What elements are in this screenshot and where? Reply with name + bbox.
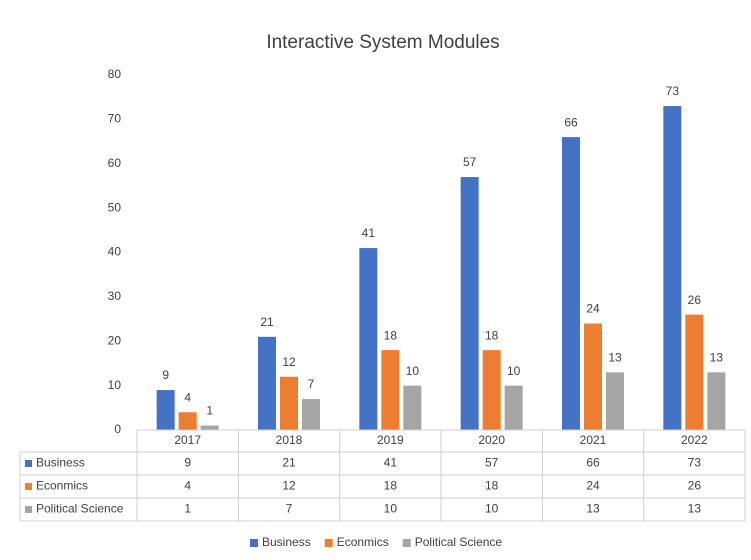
legend-key bbox=[402, 539, 411, 547]
legend-label: Business bbox=[262, 535, 311, 549]
data-label: 10 bbox=[406, 364, 420, 378]
data-label: 21 bbox=[260, 315, 274, 329]
y-tick-label: 10 bbox=[108, 378, 122, 392]
table-cell: 66 bbox=[586, 456, 600, 470]
table-cell: 10 bbox=[384, 502, 398, 516]
data-label: 1 bbox=[206, 404, 213, 418]
bar bbox=[482, 350, 501, 430]
table-row-label: Political Science bbox=[36, 502, 124, 516]
table-cell: 21 bbox=[282, 456, 296, 470]
data-label: 73 bbox=[666, 84, 680, 98]
bar bbox=[200, 425, 219, 430]
bar bbox=[663, 106, 682, 430]
data-label: 18 bbox=[384, 328, 398, 342]
x-tick-label: 2017 bbox=[174, 433, 201, 447]
data-label: 12 bbox=[282, 355, 296, 369]
table-legend-key bbox=[25, 506, 32, 513]
data-label: 41 bbox=[362, 226, 376, 240]
bar bbox=[280, 376, 298, 430]
table-cell: 10 bbox=[485, 502, 499, 516]
data-label: 7 bbox=[308, 377, 315, 391]
legend-key bbox=[250, 539, 258, 547]
table-row-label: Business bbox=[36, 456, 85, 470]
x-tick-label: 2019 bbox=[377, 433, 404, 447]
bar bbox=[606, 372, 624, 430]
table-cell: 41 bbox=[384, 456, 398, 470]
table-cell: 57 bbox=[485, 456, 499, 470]
table-cell: 9 bbox=[184, 456, 191, 470]
legend-key bbox=[324, 539, 333, 547]
bar bbox=[685, 314, 704, 430]
y-tick-label: 50 bbox=[108, 200, 122, 214]
y-tick-label: 70 bbox=[108, 112, 122, 126]
table-legend-key bbox=[25, 483, 32, 490]
table-row-label: Econmics bbox=[36, 479, 88, 493]
table-cell: 7 bbox=[286, 502, 293, 516]
bar bbox=[178, 412, 197, 430]
data-label: 13 bbox=[710, 350, 724, 364]
data-label: 57 bbox=[463, 155, 477, 169]
data-label: 66 bbox=[564, 115, 578, 129]
bar bbox=[707, 372, 726, 430]
bar bbox=[302, 398, 320, 430]
bar bbox=[504, 385, 523, 430]
data-label: 26 bbox=[688, 293, 702, 307]
data-label: 18 bbox=[485, 328, 499, 342]
y-tick-label: 80 bbox=[108, 67, 122, 81]
x-tick-label: 2018 bbox=[276, 433, 303, 447]
data-label: 10 bbox=[507, 364, 521, 378]
data-label: 13 bbox=[608, 350, 622, 364]
table-cell: 1 bbox=[184, 502, 191, 516]
bar bbox=[258, 336, 276, 430]
table-cell: 18 bbox=[485, 479, 499, 493]
table-cell: 18 bbox=[384, 479, 398, 493]
data-label: 24 bbox=[586, 302, 600, 316]
table-cell: 24 bbox=[586, 479, 600, 493]
bar bbox=[156, 390, 175, 430]
table-legend-key bbox=[25, 460, 32, 467]
table-cell: 4 bbox=[184, 479, 191, 493]
y-tick-label: 30 bbox=[108, 289, 122, 303]
legend-label: Econmics bbox=[337, 535, 389, 549]
table-cell: 12 bbox=[282, 479, 296, 493]
y-tick-label: 60 bbox=[108, 156, 122, 170]
table-cell: 26 bbox=[688, 479, 702, 493]
bar bbox=[403, 385, 422, 430]
bar bbox=[562, 137, 580, 430]
y-tick-label: 0 bbox=[114, 422, 121, 436]
table-cell: 13 bbox=[688, 502, 702, 516]
bar bbox=[584, 323, 602, 430]
x-tick-label: 2020 bbox=[478, 433, 505, 447]
legend-label: Political Science bbox=[415, 535, 503, 549]
table-cell: 13 bbox=[586, 502, 600, 516]
bar bbox=[460, 177, 479, 430]
x-tick-label: 2022 bbox=[681, 433, 708, 447]
data-label: 4 bbox=[184, 390, 191, 404]
data-label: 9 bbox=[162, 368, 169, 382]
bar bbox=[359, 248, 378, 430]
table-cell: 73 bbox=[688, 456, 702, 470]
bar bbox=[381, 350, 400, 430]
y-tick-label: 40 bbox=[108, 245, 122, 259]
chart-title: Interactive System Modules bbox=[266, 32, 499, 53]
x-tick-label: 2021 bbox=[580, 433, 607, 447]
y-tick-label: 20 bbox=[108, 333, 122, 347]
